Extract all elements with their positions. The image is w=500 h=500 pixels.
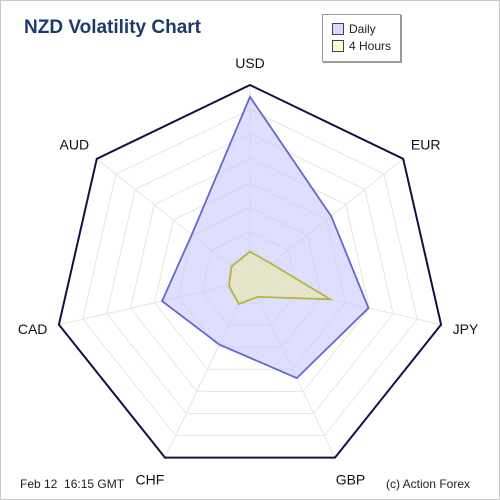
- data-point-4-hours-cad: [228, 285, 230, 287]
- legend-swatch-daily: [332, 23, 344, 35]
- data-point-daily-aud: [191, 233, 193, 236]
- data-point-daily-chf: [218, 343, 221, 346]
- chart-title: NZD Volatility Chart: [24, 17, 201, 38]
- legend-swatch-4-hours: [332, 40, 344, 52]
- data-point-daily-usd: [249, 96, 251, 98]
- legend-item-4-hours: 4 Hours: [332, 39, 391, 53]
- series-area-4-hours: [228, 250, 334, 306]
- axis-label-chf: CHF: [136, 472, 165, 488]
- data-point-4-hours-usd: [249, 250, 251, 253]
- footer-time: 16:15 GMT: [64, 477, 125, 491]
- series-area-daily: [160, 94, 370, 380]
- data-point-daily-jpy: [367, 307, 370, 309]
- radar-outline: [57, 83, 443, 459]
- legend-label-4-hours: 4 Hours: [349, 39, 392, 53]
- axis-label-jpy: JPY: [453, 321, 479, 337]
- footer-date: Feb 12: [20, 477, 58, 491]
- data-point-4-hours-eur: [270, 263, 273, 265]
- data-point-4-hours-chf: [238, 303, 240, 305]
- axis-label-usd: USD: [235, 55, 265, 71]
- grid-ring: [130, 157, 370, 392]
- grid-ring: [106, 133, 394, 414]
- data-point-4-hours-gbp: [256, 296, 259, 298]
- footer-timestamp: Feb 12 16:15 GMT: [20, 477, 124, 491]
- legend: Daily 4 Hours: [322, 14, 401, 62]
- grid-ring: [82, 108, 418, 436]
- data-point-daily-eur: [330, 215, 333, 217]
- data-point-daily-cad: [161, 300, 163, 302]
- data-point-4-hours-aud: [230, 265, 233, 268]
- axis-label-gbp: GBP: [336, 472, 366, 488]
- data-point-daily-gbp: [296, 377, 298, 379]
- axis-label-aud: AUD: [60, 136, 90, 152]
- axis-label-eur: EUR: [411, 136, 441, 152]
- footer-credit: (c) Action Forex: [385, 477, 470, 491]
- legend-label-daily: Daily: [349, 22, 376, 36]
- data-point-4-hours-jpy: [329, 298, 332, 301]
- legend-item-daily: Daily: [332, 22, 376, 36]
- axis-label-cad: CAD: [18, 321, 48, 337]
